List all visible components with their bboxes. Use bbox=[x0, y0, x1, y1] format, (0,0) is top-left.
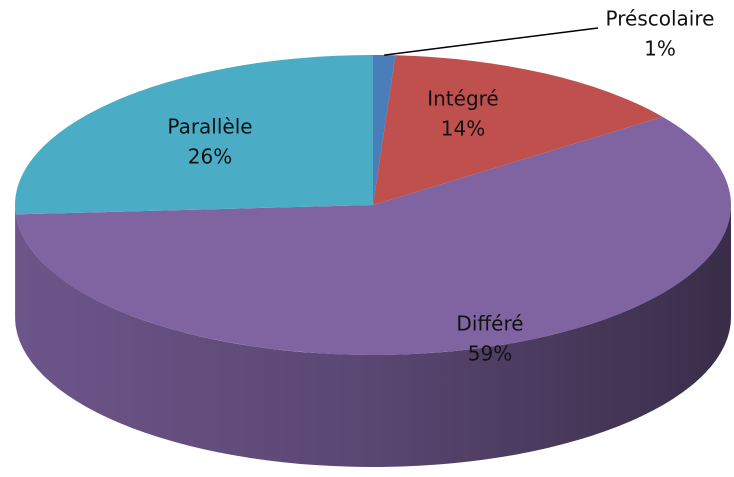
slice bbox=[14, 55, 373, 215]
slice-value: 26% bbox=[188, 145, 232, 169]
slice-value: 59% bbox=[468, 342, 512, 366]
slice-side-shade bbox=[15, 205, 16, 327]
slice-value: 1% bbox=[644, 37, 676, 61]
slice bbox=[373, 55, 396, 205]
leader-line bbox=[384, 27, 599, 56]
slice-value: 14% bbox=[441, 117, 485, 141]
slice-label: Différé bbox=[456, 312, 523, 336]
slice bbox=[373, 55, 663, 205]
slice-label: Préscolaire bbox=[606, 7, 715, 31]
slice-label: Parallèle bbox=[167, 115, 252, 139]
slice bbox=[15, 116, 732, 355]
slice-label: Intégré bbox=[427, 87, 499, 111]
slice-side-shade bbox=[15, 205, 732, 467]
